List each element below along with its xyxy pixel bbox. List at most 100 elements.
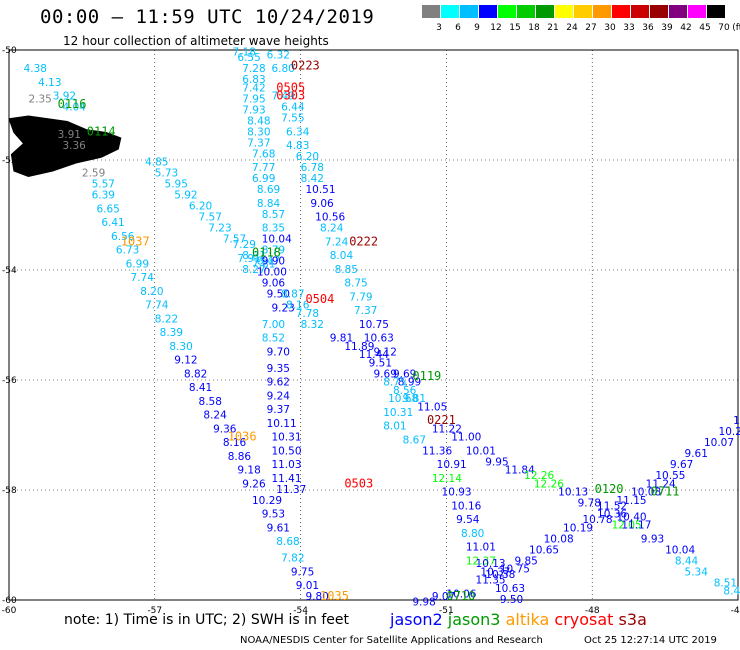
wave-height-value: 9.07 xyxy=(432,591,455,603)
satellite-legend: jason2 jason3 altika cryosat s3a xyxy=(390,610,647,629)
lon-tick-label: -51 xyxy=(439,606,454,616)
wave-height-value: 10.25 xyxy=(719,426,740,438)
wave-height-value: 8.16 xyxy=(286,300,310,312)
wave-height-value: 8.51 xyxy=(714,577,737,589)
wave-height-value: 5.57 xyxy=(92,179,115,191)
wave-height-value: 9.80 xyxy=(305,591,328,603)
wave-height-value: 7.77 xyxy=(252,162,275,174)
legend-swatch xyxy=(631,5,649,18)
wave-height-value: 8.42 xyxy=(301,173,324,185)
wave-height-value: 8.01 xyxy=(242,250,265,262)
wave-height-value: 9.50 xyxy=(267,289,290,301)
wave-height-value: 7.23 xyxy=(208,223,231,235)
wave-height-value: 10.56 xyxy=(315,212,345,224)
wave-height-value: 9.78 xyxy=(578,498,601,510)
wave-height-value: 9.67 xyxy=(670,459,693,471)
wave-height-value: 8.47 xyxy=(257,256,280,268)
wave-height-value: 7.37 xyxy=(247,137,270,149)
pass-time-label: 0503 xyxy=(344,476,373,490)
wave-height-value: 7.82 xyxy=(281,553,304,565)
wave-height-value: 3.91 xyxy=(58,129,81,141)
wave-height-value: 10.40 xyxy=(617,511,647,523)
wave-height-value: 6.73 xyxy=(116,245,139,257)
wave-height-value: 9.12 xyxy=(174,355,197,367)
wave-height-value: 7.95 xyxy=(242,93,265,105)
falkland-islands-land xyxy=(8,115,122,178)
wave-height-value: 11.35 xyxy=(476,575,506,587)
wave-height-value: 9.54 xyxy=(456,514,480,526)
wave-height-value: 8.99 xyxy=(398,377,421,389)
wave-height-value: 8.52 xyxy=(262,333,285,345)
wave-height-value: 7.42 xyxy=(242,82,265,94)
wave-height-value: 10.04 xyxy=(665,544,695,556)
wave-height-value: 8.30 xyxy=(247,126,270,138)
wave-height-value: 10.01 xyxy=(466,445,496,457)
wave-height-value: 10.78 xyxy=(582,514,612,526)
legend-swatch xyxy=(460,5,478,18)
wave-height-value: 9.70 xyxy=(267,346,290,358)
wave-height-value: 11.03 xyxy=(271,459,301,471)
wave-height-value: 4.38 xyxy=(24,63,47,75)
lat-tick-label: -52 xyxy=(2,156,17,166)
wave-height-value: 2.35 xyxy=(28,93,51,105)
legend-label: 6 xyxy=(455,23,461,33)
wave-height-value: 12.26 xyxy=(524,470,554,482)
wave-height-value: 9.98 xyxy=(412,597,435,609)
legend-label: 45 xyxy=(699,23,711,33)
wave-height-value: 5.34 xyxy=(685,566,709,578)
wave-height-value: 9.81 xyxy=(330,333,353,345)
wave-height-value: 11.84 xyxy=(505,465,535,477)
wave-height-value: 9.81 xyxy=(403,393,426,405)
wave-height-value: 7.7 xyxy=(738,591,740,603)
legend-label: 18 xyxy=(528,23,540,33)
wave-height-value: 8.56 xyxy=(393,385,417,397)
wave-height-value: 10.91 xyxy=(437,459,467,471)
wave-height-value: 9.37 xyxy=(267,404,290,416)
satellite-name-jason3: jason3 xyxy=(447,610,506,629)
pass-time-label: 0303 xyxy=(276,89,305,103)
generated-timestamp: Oct 25 12:27:14 UTC 2019 xyxy=(584,635,717,646)
pass-time-label: 0119 xyxy=(412,369,441,383)
wave-height-value: 8.82 xyxy=(184,368,207,380)
wave-height-value: 11.44 xyxy=(359,349,389,361)
wave-height-value: 8.84 xyxy=(257,198,281,210)
wave-height-value: 8.68 xyxy=(276,536,299,548)
wave-height-value: 7.00 xyxy=(262,319,285,331)
wave-height-value: 9.61 xyxy=(685,448,708,460)
legend-label: 30 xyxy=(604,23,616,33)
wave-height-value: 9.36 xyxy=(213,423,237,435)
wave-height-value: 10.63 xyxy=(364,333,394,345)
wave-height-value: 9.18 xyxy=(237,465,260,477)
wave-height-value: 6.20 xyxy=(189,201,212,213)
pass-time-label: 0114 xyxy=(87,124,116,138)
wave-height-value: 10.16 xyxy=(451,500,481,512)
wave-height-value: 9.61 xyxy=(267,522,290,534)
wave-height-value: 9.62 xyxy=(267,377,290,389)
wave-height-value: 6.99 xyxy=(126,258,149,270)
wave-height-value: 6.39 xyxy=(92,190,115,202)
lat-tick-label: -56 xyxy=(2,376,17,386)
wave-height-value: 10.75 xyxy=(359,319,389,331)
wave-height-value: 12.37 xyxy=(466,555,496,567)
lon-tick-label: -54 xyxy=(293,606,308,616)
legend-swatch xyxy=(498,5,516,18)
legend-swatch xyxy=(517,5,535,18)
wave-height-value: 7.29 xyxy=(233,239,256,251)
wave-height-value: 5.73 xyxy=(155,168,178,180)
wave-height-value: 8.86 xyxy=(228,451,252,463)
wave-height-value: 4.83 xyxy=(286,140,309,152)
wave-height-value: 12.14 xyxy=(432,473,462,485)
wave-height-value: 6.56 xyxy=(111,231,135,243)
wave-height-value: 6.78 xyxy=(301,162,324,174)
wave-height-value: 9.75 xyxy=(291,566,314,578)
legend-swatch xyxy=(688,5,706,18)
pass-time-label: 1036 xyxy=(228,430,257,444)
legend-swatch xyxy=(536,5,554,18)
wave-height-value: 4.85 xyxy=(145,157,168,169)
legend-swatch xyxy=(441,5,459,18)
wave-height-value: 8.67 xyxy=(403,434,426,446)
wave-height-value: 8.04 xyxy=(330,250,354,262)
wave-height-value: 11.22 xyxy=(432,423,462,435)
wave-height-value: 10.65 xyxy=(529,544,559,556)
wave-height-value: 9.35 xyxy=(267,363,290,375)
